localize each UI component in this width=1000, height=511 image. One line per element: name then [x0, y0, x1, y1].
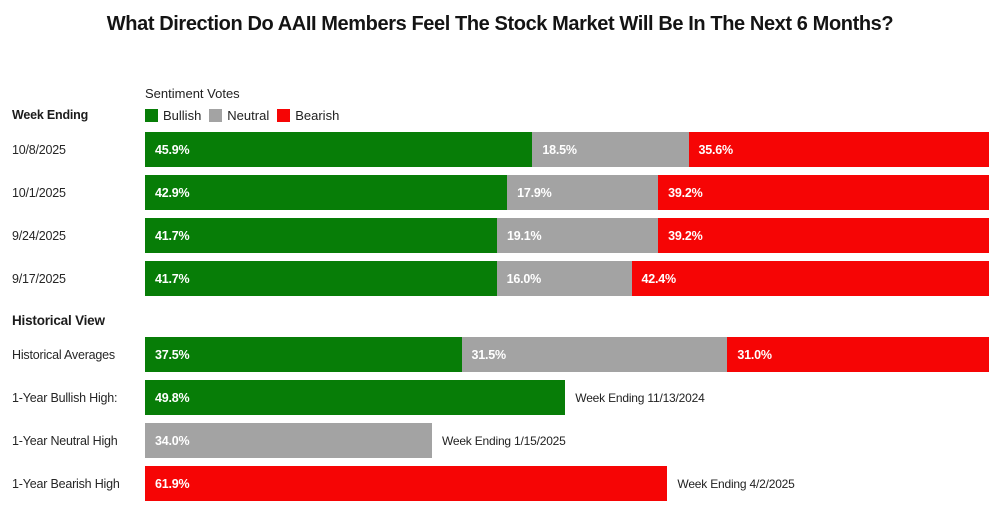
neutral-value-label: 16.0%: [506, 271, 542, 286]
bearish-value-label: 35.6%: [698, 142, 734, 157]
sentiment-chart: Week Ending Sentiment Votes Bullish Neut…: [0, 86, 1000, 501]
week-ending-annotation: Week Ending 4/2/2025: [677, 476, 795, 491]
neutral-value-label: 18.5%: [542, 142, 577, 157]
bullish-segment: 41.7%: [145, 261, 497, 296]
bullish-segment: 37.5%: [145, 337, 462, 372]
legend-label-neutral: Neutral: [227, 108, 270, 123]
bullish-value-label: 37.5%: [155, 347, 190, 362]
legend-label-bullish: Bullish: [163, 108, 202, 123]
neutral-value-label: 19.1%: [506, 228, 542, 243]
bearish-value-label: 39.2%: [668, 185, 703, 200]
week-date-label: 9/17/2025: [12, 271, 66, 286]
stacked-bar: 37.5% 31.5% 31.0%: [145, 337, 989, 372]
bearish-value-label: 42.4%: [641, 271, 677, 286]
week-date-label: 9/24/2025: [12, 228, 66, 243]
bullish-segment: 45.9%: [145, 132, 533, 167]
neutral-segment: 31.5%: [461, 337, 728, 372]
week-ending-annotation: Week Ending 11/13/2024: [575, 390, 705, 405]
stacked-bar: 41.7% 19.1% 39.2%: [145, 218, 989, 253]
one-year-neutral-high-row: 1-Year Neutral High 34.0% Week Ending 1/…: [0, 423, 1000, 458]
bullish-swatch-icon: [145, 109, 158, 122]
neutral-segment: 18.5%: [532, 132, 689, 167]
one-year-bullish-high-row: 1-Year Bullish High: 49.8% Week Ending 1…: [0, 380, 1000, 415]
bearish-segment: 35.6%: [688, 132, 989, 167]
historical-averages-label: Historical Averages: [12, 347, 115, 362]
bearish-swatch-icon: [277, 109, 291, 122]
sentiment-row-week-4: 9/17/2025 41.7% 16.0% 42.4%: [0, 261, 1000, 296]
bullish-high-value-label: 49.8%: [155, 390, 190, 405]
one-year-neutral-high-label: 1-Year Neutral High: [12, 433, 118, 448]
bearish-segment: 39.2%: [658, 218, 989, 253]
bullish-value-label: 41.7%: [155, 271, 190, 286]
bullish-segment: 42.9%: [145, 175, 508, 210]
one-year-bearish-high-label: 1-Year Bearish High: [12, 476, 120, 491]
week-date-label: 10/8/2025: [12, 142, 66, 157]
sentiment-row-week-3: 9/24/2025 41.7% 19.1% 39.2%: [0, 218, 1000, 253]
neutral-swatch-icon: [209, 109, 223, 122]
stacked-bar: 42.9% 17.9% 39.2%: [145, 175, 989, 210]
bearish-segment: 42.4%: [631, 261, 989, 296]
bullish-value-label: 42.9%: [155, 185, 190, 200]
historical-view-heading: Historical View: [12, 313, 105, 328]
bearish-high-value-label: 61.9%: [155, 476, 190, 491]
one-year-bullish-high-label: 1-Year Bullish High:: [12, 390, 118, 405]
week-ending-annotation: Week Ending 1/15/2025: [441, 433, 566, 448]
bearish-segment: 39.2%: [658, 175, 989, 210]
page-title: What Direction Do AAII Members Feel The …: [106, 13, 894, 35]
bearish-value-label: 31.0%: [737, 347, 772, 362]
legend-block: Sentiment Votes Bullish Neutral Bearish: [145, 86, 989, 123]
legend-item-neutral: Neutral: [209, 108, 269, 123]
neutral-segment: 17.9%: [507, 175, 659, 210]
sentiment-row-week-1: 10/8/2025 45.9% 18.5% 35.6%: [0, 132, 1000, 167]
one-year-bearish-high-row: 1-Year Bearish High 61.9% Week Ending 4/…: [0, 466, 1000, 501]
bullish-value-label: 41.7%: [155, 228, 190, 243]
bearish-segment: 31.0%: [727, 337, 989, 372]
single-bar-track: 49.8% Week Ending 11/13/2024: [145, 380, 989, 415]
neutral-high-value-label: 34.0%: [155, 433, 190, 448]
week-date-label: 10/1/2025: [12, 185, 66, 200]
neutral-high-bar: 34.0%: [145, 423, 432, 458]
neutral-segment: 19.1%: [496, 218, 659, 253]
neutral-segment: 16.0%: [496, 261, 632, 296]
bearish-value-label: 39.2%: [668, 228, 703, 243]
neutral-value-label: 17.9%: [517, 185, 552, 200]
legend-item-bearish: Bearish: [277, 108, 339, 123]
single-bar-track: 61.9% Week Ending 4/2/2025: [145, 466, 989, 501]
stacked-bar: 41.7% 16.0% 42.4%: [145, 261, 989, 296]
bullish-high-bar: 49.8%: [145, 380, 566, 415]
stacked-bar: 45.9% 18.5% 35.6%: [145, 132, 989, 167]
legend-item-bullish: Bullish: [145, 108, 201, 123]
chart-header: Week Ending Sentiment Votes Bullish Neut…: [0, 86, 1000, 123]
bullish-segment: 41.7%: [145, 218, 497, 253]
bearish-high-bar: 61.9%: [145, 466, 668, 501]
week-ending-column-header: Week Ending: [12, 108, 89, 122]
single-bar-track: 34.0% Week Ending 1/15/2025: [145, 423, 989, 458]
legend-label-bearish: Bearish: [295, 108, 340, 123]
sentiment-row-week-2: 10/1/2025 42.9% 17.9% 39.2%: [0, 175, 1000, 210]
legend-title: Sentiment Votes: [145, 86, 240, 101]
legend: Bullish Neutral Bearish: [145, 108, 989, 123]
historical-averages-row: Historical Averages 37.5% 31.5% 31.0%: [0, 337, 1000, 372]
neutral-value-label: 31.5%: [471, 347, 507, 362]
bullish-value-label: 45.9%: [155, 142, 190, 157]
